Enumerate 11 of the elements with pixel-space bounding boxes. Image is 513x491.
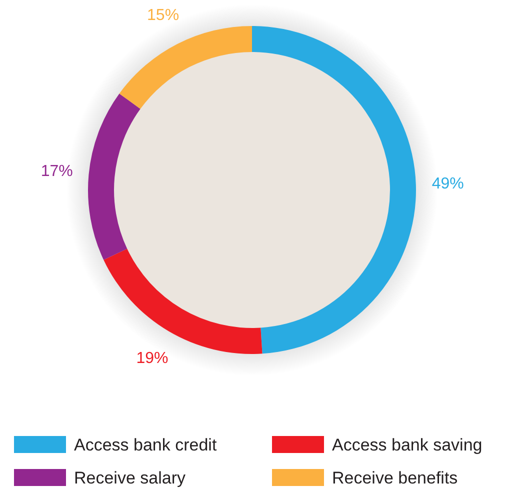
data-label: 19%: [136, 350, 168, 368]
data-label: 49%: [432, 175, 464, 192]
donut-slice: [119, 26, 252, 109]
donut-slice: [252, 26, 416, 354]
legend-label: Access bank credit: [74, 436, 217, 454]
legend-label: Receive salary: [74, 468, 186, 488]
legend-label: Access bank saving: [332, 436, 482, 454]
donut-slice: [88, 94, 140, 260]
data-label: 17%: [40, 163, 73, 180]
data-label: 15%: [147, 6, 180, 24]
legend-label: Receive benefits: [332, 468, 458, 488]
